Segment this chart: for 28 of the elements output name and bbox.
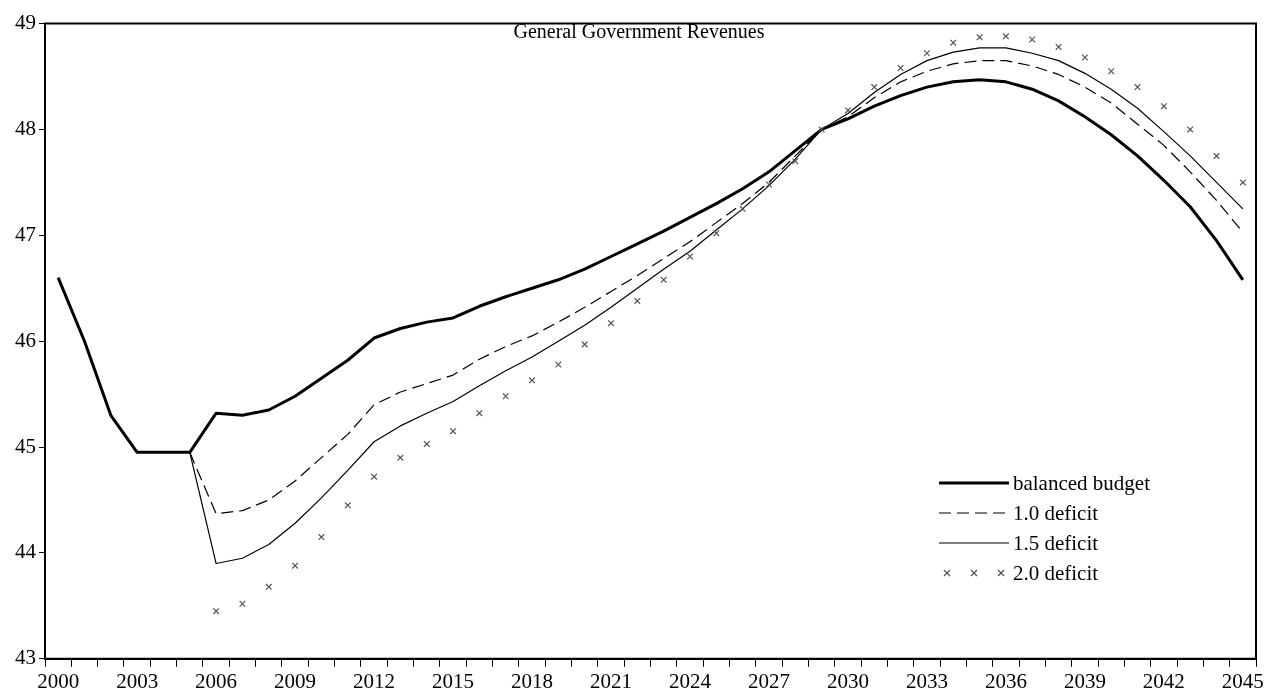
x-tick-label: 2021 xyxy=(590,668,633,693)
x-tick-label: 2039 xyxy=(1063,668,1106,693)
x-tick-label: 2000 xyxy=(37,668,80,693)
x-tick-label: 2018 xyxy=(511,668,554,693)
legend-label: balanced budget xyxy=(1012,470,1150,496)
chart-title: General Government Revenues xyxy=(513,20,765,42)
y-tick-label: 46 xyxy=(15,327,36,352)
x-tick-label: 2030 xyxy=(826,668,869,693)
x-tick-label: 2033 xyxy=(905,668,948,693)
x-tick-label: 2042 xyxy=(1142,668,1185,693)
x-tick-label: 2027 xyxy=(747,668,790,693)
x-tick-label: 2006 xyxy=(195,668,238,693)
legend-label: 2.0 deficit xyxy=(1012,560,1099,586)
y-tick-label: 43 xyxy=(15,645,36,670)
y-tick-label: 47 xyxy=(15,221,36,246)
y-tick-label: 44 xyxy=(15,539,37,564)
legend-label: 1.0 deficit xyxy=(1012,500,1099,526)
y-tick-label: 45 xyxy=(15,433,36,458)
x-tick-label: 2045 xyxy=(1221,668,1264,693)
x-tick-label: 2009 xyxy=(274,668,317,693)
x-tick-label: 2036 xyxy=(984,668,1027,693)
legend-label: 1.5 deficit xyxy=(1012,530,1099,556)
y-tick-label: 48 xyxy=(15,115,36,140)
x-tick-label: 2015 xyxy=(432,668,475,693)
x-tick-label: 2003 xyxy=(116,668,159,693)
y-tick-label: 49 xyxy=(15,10,36,35)
x-tick-label: 2012 xyxy=(353,668,396,693)
x-tick-label: 2024 xyxy=(668,668,712,693)
